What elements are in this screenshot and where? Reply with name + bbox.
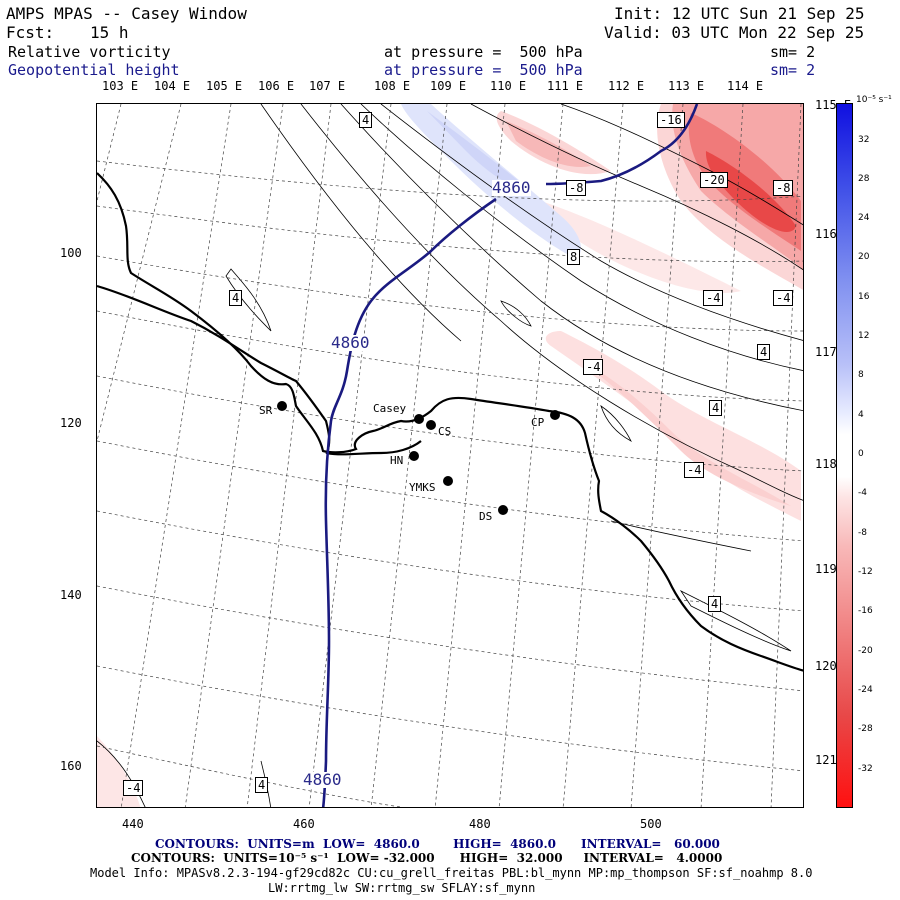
vort-label: -4 <box>684 462 705 478</box>
colorbar-label: 4 <box>858 410 864 420</box>
height-label: 4860 <box>303 770 342 789</box>
colorbar-label: 20 <box>858 252 870 262</box>
map-title: AMPS MPAS -- Casey Window <box>6 4 247 23</box>
lon-label: 111 E <box>547 79 584 93</box>
height-label: 4860 <box>331 333 370 352</box>
lon-label: 109 E <box>430 79 467 93</box>
x-tick-label: 440 <box>122 817 144 831</box>
station-marker-ds <box>498 505 508 515</box>
height-label: 4860 <box>492 178 531 197</box>
lon-label: 104 E <box>154 79 191 93</box>
colorbar-label: 8 <box>858 370 864 380</box>
lon-label: 114 E <box>727 79 764 93</box>
station-label-hn: HN <box>390 454 404 467</box>
station-marker-hn <box>409 451 419 461</box>
colorbar-units: 10⁻⁵ s⁻¹ <box>856 95 892 105</box>
field-1-level: at pressure = 500 hPa <box>384 43 583 61</box>
colorbar-label: 28 <box>858 174 870 184</box>
lon-label: 103 E <box>102 79 139 93</box>
colorbar-label: -16 <box>858 606 873 616</box>
x-tick-label: 480 <box>469 817 491 831</box>
station-label-ds: DS <box>479 510 493 523</box>
station-marker-cp <box>550 410 560 420</box>
x-tick-label: 500 <box>640 817 662 831</box>
y-tick-label: 120 <box>60 416 82 430</box>
colorbar-label: -20 <box>858 646 873 656</box>
field-2-level: at pressure = 500 hPa <box>384 61 583 79</box>
lon-label: 105 E <box>206 79 243 93</box>
y-tick-label: 140 <box>60 588 82 602</box>
colorbar-label: 0 <box>858 449 864 459</box>
colorbar-label: -12 <box>858 567 873 577</box>
y-tick-label: 100 <box>60 246 82 260</box>
map-plot-area: SR Casey CS HN YMKS CP DS 4860 4860 4860… <box>96 103 804 808</box>
vort-label: -8 <box>566 180 587 196</box>
station-marker-ymks <box>443 476 453 486</box>
stations <box>277 401 560 515</box>
y-tick-label: 160 <box>60 759 82 773</box>
vort-label: 4 <box>757 344 771 360</box>
x-tick-label: 460 <box>293 817 315 831</box>
field-1-smooth: sm= 2 <box>770 43 816 61</box>
lon-label: 106 E <box>258 79 295 93</box>
colorbar <box>836 103 853 808</box>
colorbar-label: -8 <box>858 528 867 538</box>
lon-label: 110 E <box>490 79 527 93</box>
negative-vorticity-shading <box>97 104 803 807</box>
vort-label: 8 <box>567 249 581 265</box>
station-marker-casey <box>414 414 424 424</box>
colorbar-label: -28 <box>858 724 873 734</box>
model-info: Model Info: MPASv8.2.3-194-gf29cd82c CU:… <box>90 866 813 880</box>
field-2-name: Geopotential height <box>8 61 180 79</box>
height-contours-info: CONTOURS: UNITS=m LOW= 4860.0 HIGH= 4860… <box>155 837 720 851</box>
vort-label: -4 <box>773 290 794 306</box>
map-canvas <box>97 104 803 807</box>
lon-label: 112 E <box>608 79 645 93</box>
colorbar-label: 24 <box>858 213 870 223</box>
colorbar-label: 16 <box>858 292 870 302</box>
vort-label: -16 <box>657 112 685 128</box>
vort-label: -20 <box>700 172 728 188</box>
station-marker-cs <box>426 420 436 430</box>
vort-label: -4 <box>123 780 144 796</box>
station-label-casey: Casey <box>373 402 407 415</box>
lat-lon-grid <box>97 104 803 807</box>
station-marker-sr <box>277 401 287 411</box>
coastline <box>97 172 803 672</box>
vorticity-contours-info: CONTOURS: UNITS=10⁻⁵ s⁻¹ LOW= -32.000 HI… <box>131 851 723 865</box>
field-1-name: Relative vorticity <box>8 43 171 61</box>
vort-label: 4 <box>255 777 269 793</box>
positive-vorticity-shading <box>401 104 581 259</box>
station-label-cs: CS <box>438 425 452 438</box>
vort-label: 4 <box>708 596 722 612</box>
field-2-smooth: sm= 2 <box>770 61 816 79</box>
vort-label: 4 <box>709 400 723 416</box>
station-label-cp: CP <box>531 416 545 429</box>
colorbar-label: 32 <box>858 135 870 145</box>
init-time: Init: 12 UTC Sun 21 Sep 25 <box>614 4 865 23</box>
station-label-ymks: YMKS <box>409 481 436 494</box>
colorbar-label: -32 <box>858 764 873 774</box>
colorbar-label: 12 <box>858 331 870 341</box>
forecast-hour: 15 h <box>90 23 129 42</box>
forecast-label: Fcst: <box>6 23 55 42</box>
model-info-physics: LW:rrtmg_lw SW:rrtmg_sw SFLAY:sf_mynn <box>268 881 536 895</box>
colorbar-label: -24 <box>858 685 873 695</box>
vort-label: -4 <box>703 290 724 306</box>
station-label-sr: SR <box>259 404 273 417</box>
vort-label: 4 <box>229 290 243 306</box>
vort-label: 4 <box>359 112 373 128</box>
vort-label: -8 <box>773 180 794 196</box>
lon-label: 107 E <box>309 79 346 93</box>
vort-label: -4 <box>583 359 604 375</box>
lon-label: 113 E <box>668 79 705 93</box>
valid-time: Valid: 03 UTC Mon 22 Sep 25 <box>604 23 865 42</box>
colorbar-label: -4 <box>858 488 867 498</box>
lon-label: 108 E <box>374 79 411 93</box>
